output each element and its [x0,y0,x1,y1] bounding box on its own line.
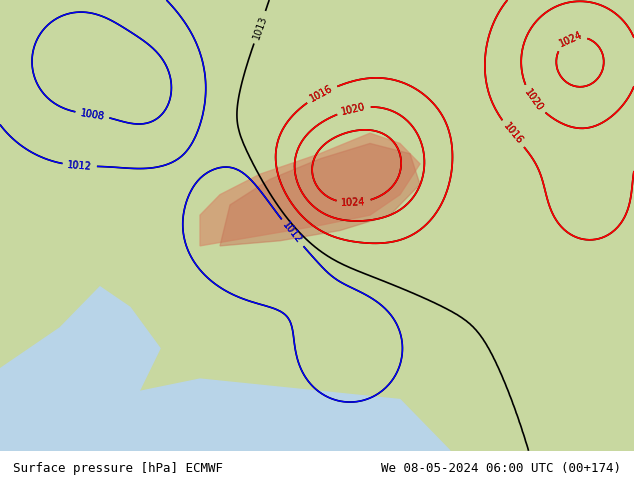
Text: 1013: 1013 [251,14,269,41]
Polygon shape [0,0,634,451]
Text: 1024: 1024 [557,30,584,49]
Text: 1020: 1020 [340,101,366,117]
Text: Surface pressure [hPa] ECMWF: Surface pressure [hPa] ECMWF [13,462,223,475]
Text: We 08-05-2024 06:00 UTC (00+174): We 08-05-2024 06:00 UTC (00+174) [381,462,621,475]
Text: 1012: 1012 [281,220,304,245]
Text: 1016: 1016 [501,121,524,147]
Text: 1024: 1024 [341,197,366,208]
Text: 1016: 1016 [309,84,335,104]
Text: 1024: 1024 [557,30,584,49]
Text: 1016: 1016 [501,121,524,147]
Text: 1008: 1008 [79,108,105,122]
Text: 1020: 1020 [522,87,545,113]
Text: 1020: 1020 [340,101,366,117]
Text: 1016: 1016 [309,84,335,104]
Text: 1012: 1012 [281,220,304,245]
Text: 1012: 1012 [67,160,93,172]
Polygon shape [0,287,160,451]
Text: 1020: 1020 [522,87,545,113]
Polygon shape [0,379,450,451]
Polygon shape [220,144,420,246]
Text: 1012: 1012 [67,160,93,172]
Polygon shape [200,133,420,246]
Text: 1024: 1024 [341,197,366,208]
Text: 1008: 1008 [79,108,105,122]
Polygon shape [0,0,634,451]
Polygon shape [0,410,350,451]
